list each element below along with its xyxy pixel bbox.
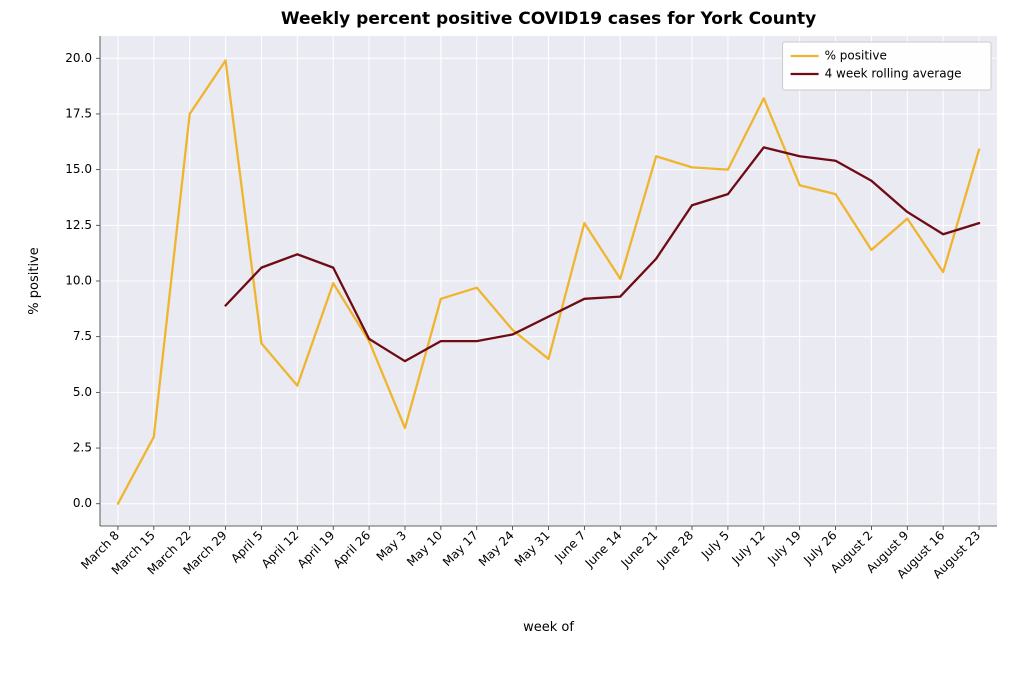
y-tick-label: 10.0	[65, 274, 92, 288]
legend: % positive 4 week rolling average	[783, 42, 991, 90]
chart-svg: 0.02.55.07.510.012.515.017.520.0March 8M…	[0, 0, 1024, 683]
chart-title: Weekly percent positive COVID19 cases fo…	[281, 9, 816, 29]
y-tick-label: 7.5	[73, 329, 92, 343]
y-axis-label: % positive	[27, 247, 42, 314]
chart-container: 0.02.55.07.510.012.515.017.520.0March 8M…	[0, 0, 1024, 683]
y-tick-label: 15.0	[65, 162, 92, 176]
y-tick-label: 12.5	[65, 218, 92, 232]
y-tick-label: 2.5	[73, 441, 92, 455]
legend-label: % positive	[825, 49, 887, 63]
y-tick-label: 5.0	[73, 385, 92, 399]
legend-label: 4 week rolling average	[825, 67, 962, 81]
x-axis-label: week of	[523, 620, 574, 635]
y-tick-label: 0.0	[73, 496, 92, 510]
y-tick-label: 20.0	[65, 51, 92, 65]
y-tick-label: 17.5	[65, 106, 92, 120]
